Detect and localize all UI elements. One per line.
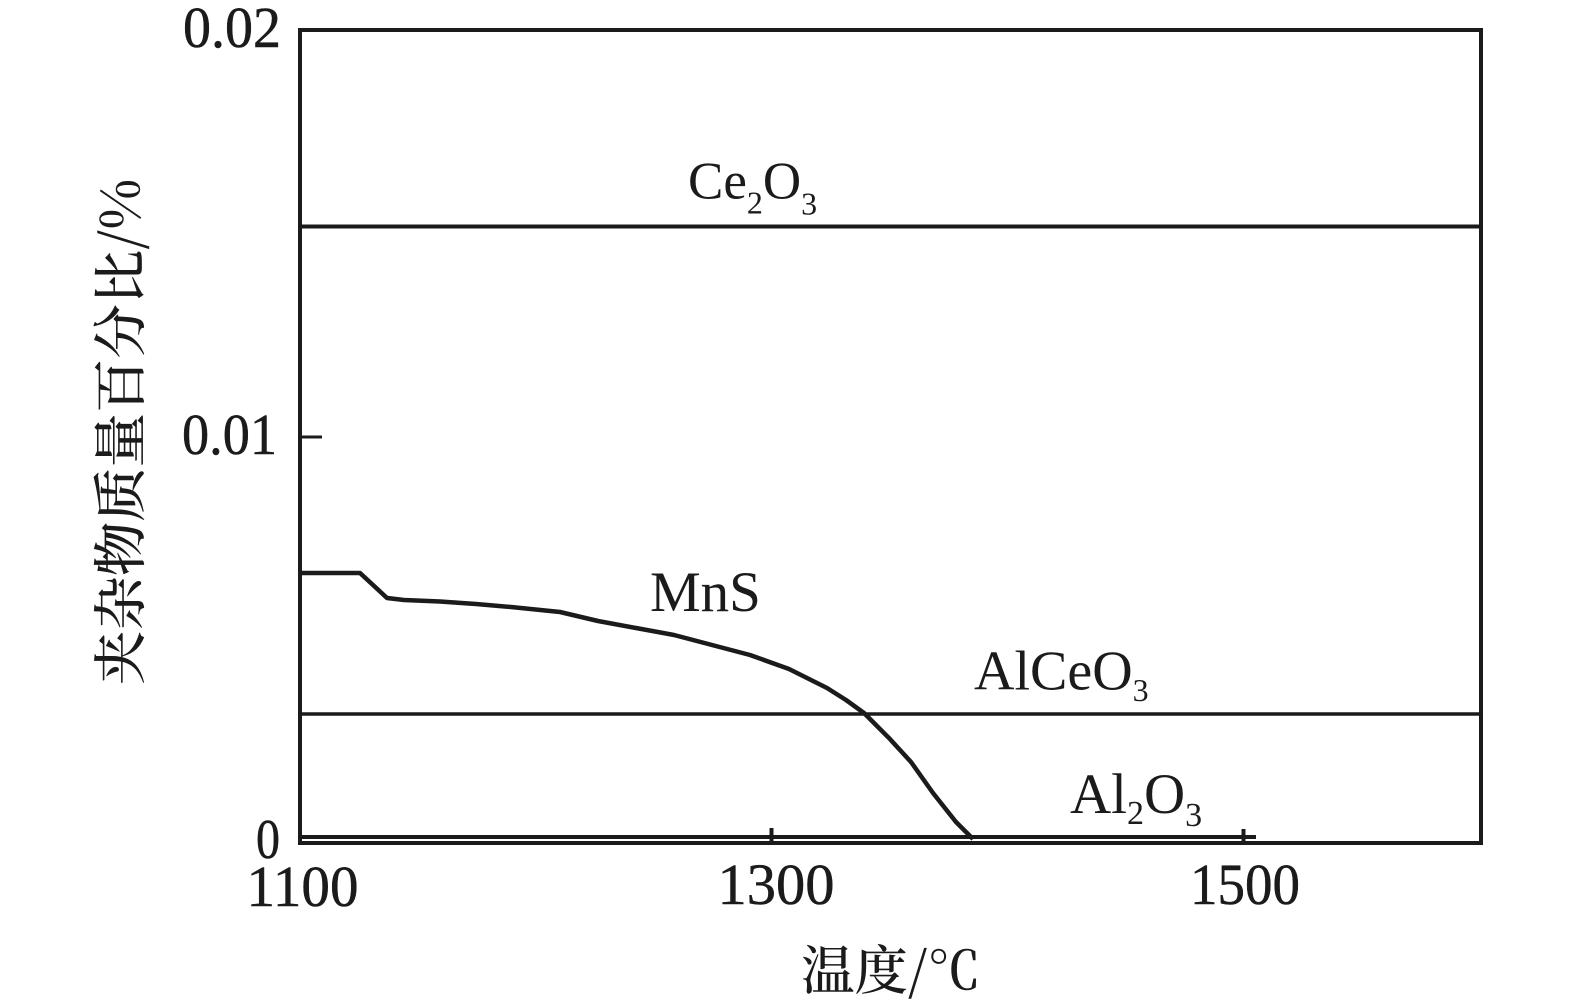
svg-text:1500: 1500 bbox=[1190, 852, 1300, 917]
svg-text:0.02: 0.02 bbox=[183, 0, 281, 60]
svg-text:AlCeO3: AlCeO3 bbox=[974, 641, 1149, 709]
svg-text:0: 0 bbox=[256, 809, 280, 871]
svg-text:1300: 1300 bbox=[718, 852, 835, 917]
svg-text:MnS: MnS bbox=[650, 561, 761, 624]
svg-text:1100: 1100 bbox=[247, 854, 359, 919]
svg-text:0.01: 0.01 bbox=[182, 402, 277, 467]
